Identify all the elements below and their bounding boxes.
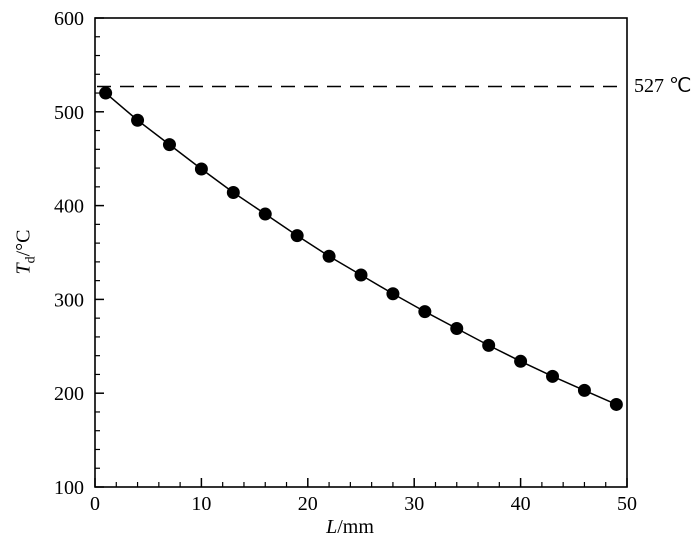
x-tick-label: 30 <box>404 493 424 515</box>
x-tick-label: 40 <box>511 493 531 515</box>
data-point <box>386 287 400 301</box>
data-point <box>577 383 591 397</box>
y-tick-label: 500 <box>54 102 84 124</box>
data-point <box>194 162 208 176</box>
x-axis-label: L/mm <box>0 516 700 539</box>
data-point <box>482 338 496 352</box>
y-tick-label: 400 <box>54 196 84 218</box>
data-point <box>162 138 176 152</box>
y-axis-unit: /°C <box>12 229 35 257</box>
y-axis-symbol: T <box>12 263 35 275</box>
data-point <box>258 207 272 221</box>
y-tick-label: 300 <box>54 289 84 311</box>
y-tick-label: 100 <box>54 477 84 499</box>
plot-border <box>94 17 628 488</box>
data-point <box>322 249 336 263</box>
data-point <box>609 397 623 411</box>
y-axis-label: Td/°C <box>13 229 40 274</box>
x-axis-symbol: L <box>326 516 338 538</box>
data-point <box>450 321 464 335</box>
x-axis-unit: /mm <box>337 516 374 538</box>
annotation-527-label: 527 ℃ <box>634 75 692 98</box>
data-point <box>226 185 240 199</box>
data-point <box>99 86 113 100</box>
x-tick-label: 20 <box>298 493 318 515</box>
data-point <box>514 354 528 368</box>
y-tick-label: 200 <box>54 383 84 405</box>
data-line <box>105 92 617 406</box>
y-tick-label: 600 <box>54 8 84 30</box>
x-tick-label: 0 <box>90 493 100 515</box>
x-tick-label: 10 <box>191 493 211 515</box>
data-point <box>131 113 145 127</box>
x-tick-label: 50 <box>617 493 637 515</box>
data-point <box>418 305 432 319</box>
data-point <box>546 369 560 383</box>
data-point <box>354 268 368 282</box>
y-axis-subscript: d <box>23 256 39 264</box>
data-point <box>290 229 304 243</box>
